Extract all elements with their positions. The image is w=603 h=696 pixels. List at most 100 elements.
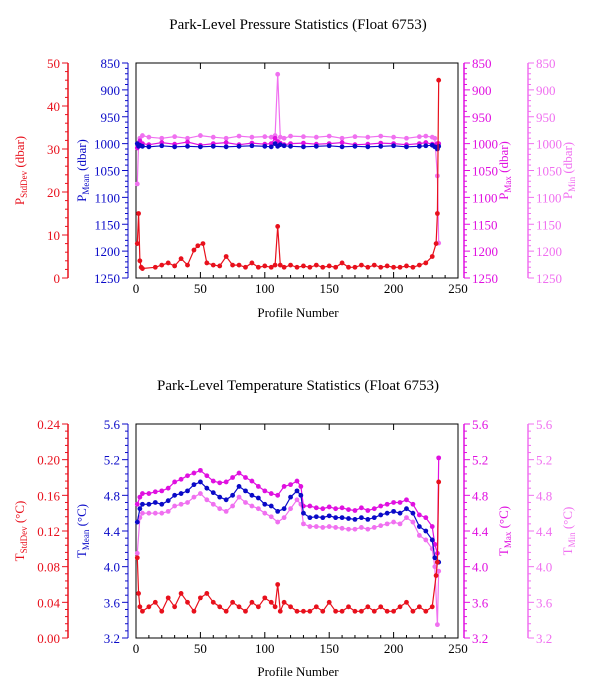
pressure-min-point bbox=[268, 134, 274, 140]
pressure-stddev-point bbox=[352, 264, 358, 270]
pressure-mean-point bbox=[146, 144, 152, 150]
temperature-stddev-point bbox=[333, 608, 339, 614]
pressure-stddev-point bbox=[268, 264, 274, 270]
pressure-mean-point bbox=[172, 144, 178, 150]
temperature-mean-point bbox=[281, 506, 287, 512]
temperature-max-point bbox=[198, 467, 203, 473]
pressure-mean-point bbox=[423, 143, 429, 149]
temperature-mean-point bbox=[236, 484, 242, 489]
temperature-min-tick-label: 5.2 bbox=[536, 453, 552, 468]
temperature-min-point bbox=[217, 506, 223, 512]
temperature-max-point bbox=[288, 482, 293, 488]
pressure-stddev-point bbox=[378, 264, 384, 270]
temperature-x-label: Profile Number bbox=[257, 664, 339, 679]
temperature-mean-point bbox=[185, 488, 190, 494]
temperature-mean-point bbox=[320, 515, 326, 521]
temperature-mean-point bbox=[416, 524, 422, 529]
pressure-mean-tick-label: 1100 bbox=[94, 190, 120, 205]
pressure-stddev-axis-subscript: StdDev bbox=[19, 170, 29, 198]
temperature-stddev-point bbox=[272, 604, 278, 610]
pressure-mean-axis-subscript: Mean bbox=[81, 174, 91, 195]
temperature-max-point bbox=[230, 475, 236, 480]
temperature-mean-point bbox=[384, 510, 390, 516]
temperature-min-tick-label: 4.0 bbox=[536, 560, 552, 575]
temperature-max-point bbox=[320, 506, 326, 512]
temperature-x-tick-label: 250 bbox=[448, 641, 468, 656]
temperature-plot-frame bbox=[135, 423, 459, 639]
temperature-mean-axis-title: TMean (°C) bbox=[74, 504, 91, 558]
temperature-mean-point bbox=[137, 506, 143, 512]
temperature-min-point bbox=[255, 506, 261, 512]
temperature-stddev-tick-label: 0.08 bbox=[37, 560, 60, 575]
temperature-stddev-point bbox=[223, 608, 229, 614]
temperature-min-tick-label: 4.4 bbox=[536, 524, 553, 539]
pressure-stddev-point bbox=[429, 254, 435, 259]
temperature-min-point bbox=[378, 523, 384, 529]
temperature-min-tick-label: 4.8 bbox=[536, 488, 552, 503]
temperature-max-point bbox=[298, 484, 304, 489]
temperature-max-point bbox=[429, 524, 435, 529]
temperature-x-tick-label: 50 bbox=[194, 641, 207, 656]
temperature-min-point bbox=[230, 503, 236, 509]
temperature-stddev-point bbox=[178, 591, 184, 596]
temperature-stddev-point bbox=[339, 608, 345, 614]
pressure-min-point bbox=[378, 133, 384, 139]
temperature-max-point bbox=[359, 505, 364, 511]
temperature-max-point bbox=[165, 485, 171, 491]
temperature-max-point bbox=[172, 479, 178, 485]
pressure-stddev-point bbox=[307, 264, 313, 270]
temperature-stddev-point bbox=[255, 604, 261, 610]
pressure-x-tick-label: 200 bbox=[384, 281, 404, 296]
pressure-min-point bbox=[339, 135, 345, 141]
pressure-min-point bbox=[210, 134, 216, 140]
temperature-min-point bbox=[198, 491, 203, 496]
pressure-mean-point bbox=[436, 143, 442, 149]
temperature-mean-point bbox=[204, 485, 210, 491]
temperature-stddev-point bbox=[404, 599, 409, 605]
pressure-stddev-point bbox=[339, 260, 345, 266]
pressure-x-tick-label: 250 bbox=[448, 281, 468, 296]
temperature-max-axis-symbol: T bbox=[496, 548, 511, 556]
temperature-max-point bbox=[313, 505, 319, 511]
pressure-stddev-point bbox=[159, 262, 165, 268]
temperature-min-axis-title: TMin (°C) bbox=[560, 507, 577, 556]
temperature-mean-axis-symbol: T bbox=[74, 550, 89, 558]
temperature-stddev-point bbox=[320, 608, 326, 614]
temperature-min-point bbox=[159, 510, 165, 516]
temperature-min-point bbox=[371, 525, 377, 530]
temperature-min-axis-subscript: Min bbox=[567, 532, 577, 548]
temperature-max-point bbox=[275, 492, 281, 498]
temperature-min-point bbox=[294, 497, 300, 503]
temperature-min-point bbox=[423, 537, 429, 543]
pressure-stddev-series-line bbox=[136, 80, 440, 270]
temperature-max-point bbox=[378, 503, 384, 509]
pressure-stddev-point bbox=[217, 263, 223, 269]
temperature-max-tick-label: 3.6 bbox=[472, 595, 489, 610]
temperature-max-point bbox=[281, 484, 287, 489]
pressure-stddev-point bbox=[434, 211, 440, 216]
temperature-mean-point bbox=[301, 510, 306, 516]
pressure-min-tick-label: 1000 bbox=[536, 137, 562, 152]
pressure-min-point bbox=[281, 135, 287, 141]
pressure-min-point bbox=[326, 133, 332, 139]
temperature-chart-title: Park-Level Temperature Statistics (Float… bbox=[157, 378, 439, 394]
temperature-stddev-point bbox=[172, 604, 178, 610]
temperature-stddev-point bbox=[384, 608, 390, 614]
temperature-stddev-point bbox=[371, 608, 377, 614]
pressure-mean-tick-label: 850 bbox=[101, 56, 121, 71]
pressure-min-tick-label: 900 bbox=[536, 83, 556, 98]
temperature-mean-tick-label: 5.6 bbox=[104, 417, 121, 432]
temperature-min-point bbox=[288, 506, 293, 512]
temperature-max-point bbox=[223, 479, 229, 485]
temperature-min-point bbox=[384, 521, 390, 527]
temperature-mean-point bbox=[198, 479, 203, 485]
temperature-mean-point bbox=[397, 510, 403, 516]
temperature-min-point bbox=[281, 515, 287, 521]
pressure-mean-point bbox=[339, 144, 345, 150]
pressure-stddev-point bbox=[371, 262, 377, 268]
pressure-mean-tick-label: 950 bbox=[101, 110, 121, 125]
temperature-max-point bbox=[217, 480, 223, 486]
temperature-stddev-point bbox=[249, 599, 255, 605]
temperature-min-point bbox=[236, 494, 242, 500]
pressure-max-tick-label: 1050 bbox=[472, 164, 498, 179]
